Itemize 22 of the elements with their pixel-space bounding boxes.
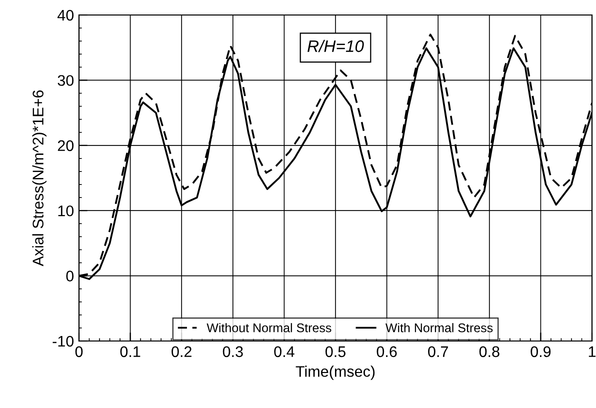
y-tick-label: -10 — [52, 336, 74, 347]
x-tick-label: 0.4 — [274, 346, 294, 358]
x-tick-label: 0.5 — [325, 346, 346, 358]
x-tick-label: 0.8 — [479, 346, 500, 358]
x-tick-label: 0.3 — [222, 346, 243, 358]
x-tick-label: 1 — [588, 346, 596, 357]
y-tick-label: 10 — [58, 205, 74, 216]
annotation: R/H=10 — [308, 40, 364, 52]
x-tick-label: 0.9 — [530, 346, 551, 358]
legend-label: With Normal Stress — [385, 323, 493, 332]
y-tick-label: 40 — [58, 10, 74, 21]
y-tick-label: 20 — [58, 140, 74, 152]
y-axis-title: Axial Stress(N/m^2)*1E+6 — [32, 90, 46, 266]
x-axis-title: Time(msec) — [296, 366, 375, 380]
x-tick-label: 0 — [75, 346, 83, 358]
x-tick-label: 0.2 — [172, 346, 192, 358]
y-tick-label: 30 — [58, 75, 74, 86]
y-tick-label: 0 — [66, 270, 74, 282]
x-tick-label: 0.1 — [120, 346, 140, 358]
x-tick-label: 0.7 — [428, 346, 448, 358]
x-tick-label: 0.6 — [376, 346, 397, 358]
legend-label: Without Normal Stress — [206, 323, 332, 332]
